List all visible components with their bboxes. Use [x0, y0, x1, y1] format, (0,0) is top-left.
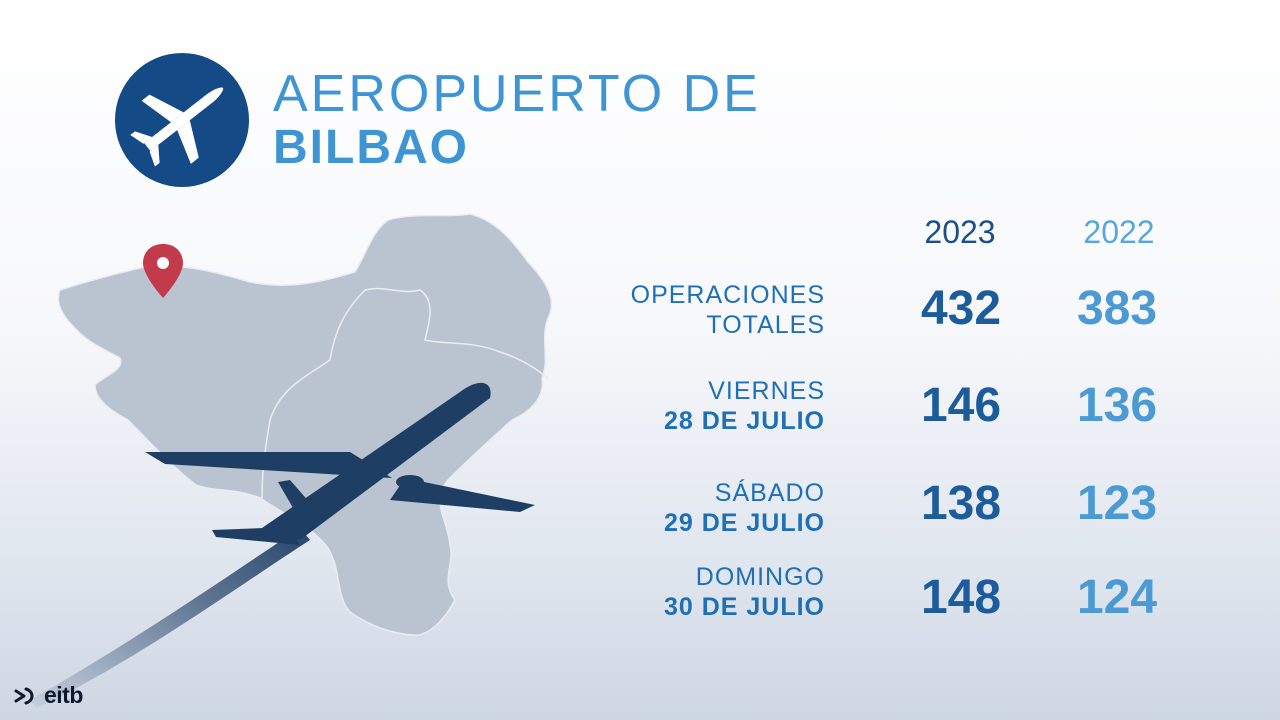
- airport-logo: [115, 53, 249, 187]
- row-label-domingo: DOMINGO 30 DE JULIO: [664, 562, 825, 622]
- large-airplane: [145, 382, 535, 545]
- value-2023-domingo: 148: [920, 571, 1002, 624]
- map-illustration: [30, 213, 553, 708]
- value-2023-operaciones: 432: [920, 282, 1002, 335]
- eitb-logo: eitb: [14, 682, 83, 709]
- row-label-sabado: SÁBADO 29 DE JULIO: [664, 478, 825, 538]
- airplane-icon: [130, 87, 224, 167]
- row-label-line-1: OPERACIONES: [630, 281, 825, 309]
- value-2022-sabado: 123: [1076, 477, 1158, 530]
- row-label-line-2: 30 DE JULIO: [663, 593, 825, 621]
- value-2022-domingo: 124: [1076, 571, 1158, 624]
- location-pin-icon: [143, 244, 183, 298]
- row-label-line-1: VIERNES: [708, 377, 825, 405]
- title-line-2: BILBAO: [273, 121, 469, 174]
- flight-trail: [30, 528, 310, 708]
- eitb-logo-icon: [14, 687, 34, 704]
- value-2022-viernes: 136: [1076, 379, 1158, 432]
- row-label-line-2: TOTALES: [706, 311, 825, 339]
- row-label-line-2: 28 DE JULIO: [663, 407, 825, 435]
- row-label-viernes: VIERNES 28 DE JULIO: [664, 376, 825, 436]
- value-2023-sabado: 138: [920, 477, 1002, 530]
- eitb-wordmark: eitb: [44, 682, 83, 708]
- basque-country-map: [57, 213, 553, 636]
- page-title: AEROPUERTO DE BILBAO: [273, 68, 761, 172]
- row-label-line-1: SÁBADO: [714, 479, 825, 507]
- row-label-operaciones: OPERACIONES TOTALES: [631, 280, 825, 340]
- row-label-line-1: DOMINGO: [695, 563, 825, 591]
- title-line-1: AEROPUERTO DE: [273, 65, 761, 123]
- column-header-2023: 2023: [924, 214, 996, 250]
- row-label-line-2: 29 DE JULIO: [663, 509, 825, 537]
- column-header-2022: 2022: [1083, 214, 1155, 250]
- value-2022-operaciones: 383: [1076, 282, 1158, 335]
- value-2023-viernes: 146: [920, 379, 1002, 432]
